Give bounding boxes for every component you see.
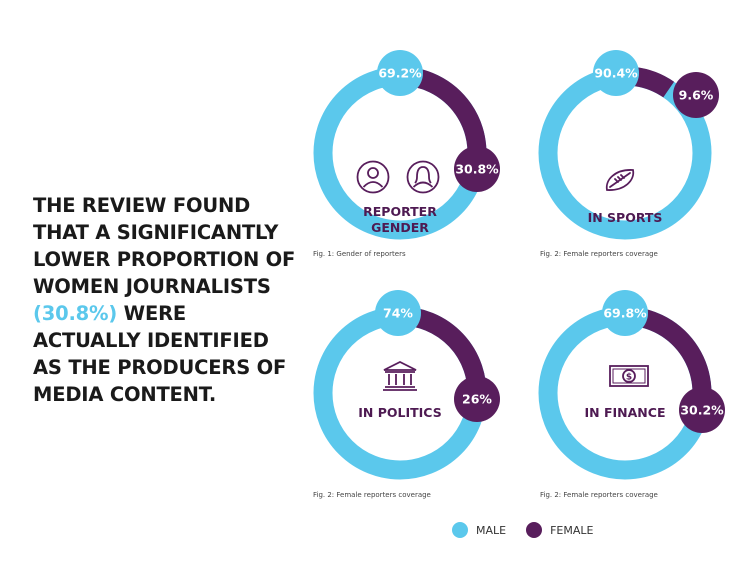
figure-caption: Fig. 2: Female reporters coverage [540, 250, 658, 258]
center-label-line-1: IN SPORTS [587, 210, 663, 225]
svg-text:$: $ [626, 373, 632, 383]
value-label-female: 26% [462, 392, 492, 407]
legend-label-male: MALE [476, 523, 507, 537]
legend-swatch-male [452, 522, 468, 538]
donut-svg: 69.2% 30.8% [313, 50, 500, 240]
value-label-female: 30.2% [680, 403, 724, 418]
figure-caption: Fig. 2: Female reporters coverage [540, 491, 658, 499]
value-badge-male [375, 290, 421, 336]
figure-caption: Fig. 1: Gender of reporters [313, 250, 406, 258]
figure-caption: Fig. 2: Female reporters coverage [313, 491, 431, 499]
value-badge-male [593, 50, 639, 96]
center-label: REPORTER GENDER [350, 204, 450, 236]
center-label-line-1: IN FINANCE [584, 405, 666, 420]
headline-text-before: THE REVIEW FOUND THAT A SIGNIFICANTLY LO… [33, 194, 296, 298]
value-badge-male [377, 50, 423, 96]
value-label-male: 74% [383, 306, 413, 321]
male-female-icon [356, 160, 440, 194]
center-label-line-2: GENDER [371, 220, 429, 235]
value-badge-male [602, 290, 648, 336]
headline-text-after: WERE ACTUALLY IDENTIFIED AS THE PRODUCER… [33, 302, 287, 406]
value-badge-female [454, 146, 500, 192]
legend-swatch-female [526, 522, 543, 538]
donut-svg: 74% 26% [313, 290, 500, 480]
government-building-icon [383, 360, 417, 391]
center-label-line-1: REPORTER [363, 204, 437, 219]
donut-chart-in-politics: 74% 26% IN POLITICS [300, 288, 500, 483]
value-label-female: 30.8% [455, 162, 499, 177]
center-label-line-1: IN POLITICS [358, 405, 442, 420]
value-badge-female [673, 72, 719, 118]
center-label: IN SPORTS [575, 210, 675, 226]
value-badge-female [454, 376, 500, 422]
value-label-male: 69.2% [378, 66, 422, 81]
value-label-female: 9.6% [679, 88, 714, 103]
donut-chart-in-sports: 90.4% 9.6% IN SPORTS [525, 48, 725, 243]
center-label: IN POLITICS [350, 405, 450, 421]
legend: MALE FEMALE [452, 522, 613, 538]
center-label: IN FINANCE [575, 405, 675, 421]
legend-item-female: FEMALE [526, 522, 593, 538]
value-label-male: 90.4% [594, 66, 638, 81]
donut-chart-in-finance: 69.8% 30.2% $ IN FINANCE [525, 288, 725, 483]
donut-svg: 90.4% 9.6% [538, 50, 719, 240]
legend-label-female: FEMALE [550, 523, 594, 537]
value-badge-female [679, 387, 725, 433]
headline-highlight: (30.8%) [33, 302, 118, 325]
banknote-icon: $ [609, 365, 649, 387]
donut-svg: 69.8% 30.2% [538, 290, 725, 480]
football-icon [605, 169, 635, 191]
donut-chart-reporter-gender: 69.2% 30.8% REPORTER GENDER [300, 48, 500, 243]
headline: THE REVIEW FOUND THAT A SIGNIFICANTLY LO… [33, 192, 298, 408]
value-label-male: 69.8% [603, 306, 647, 321]
legend-item-male: MALE [452, 522, 506, 538]
